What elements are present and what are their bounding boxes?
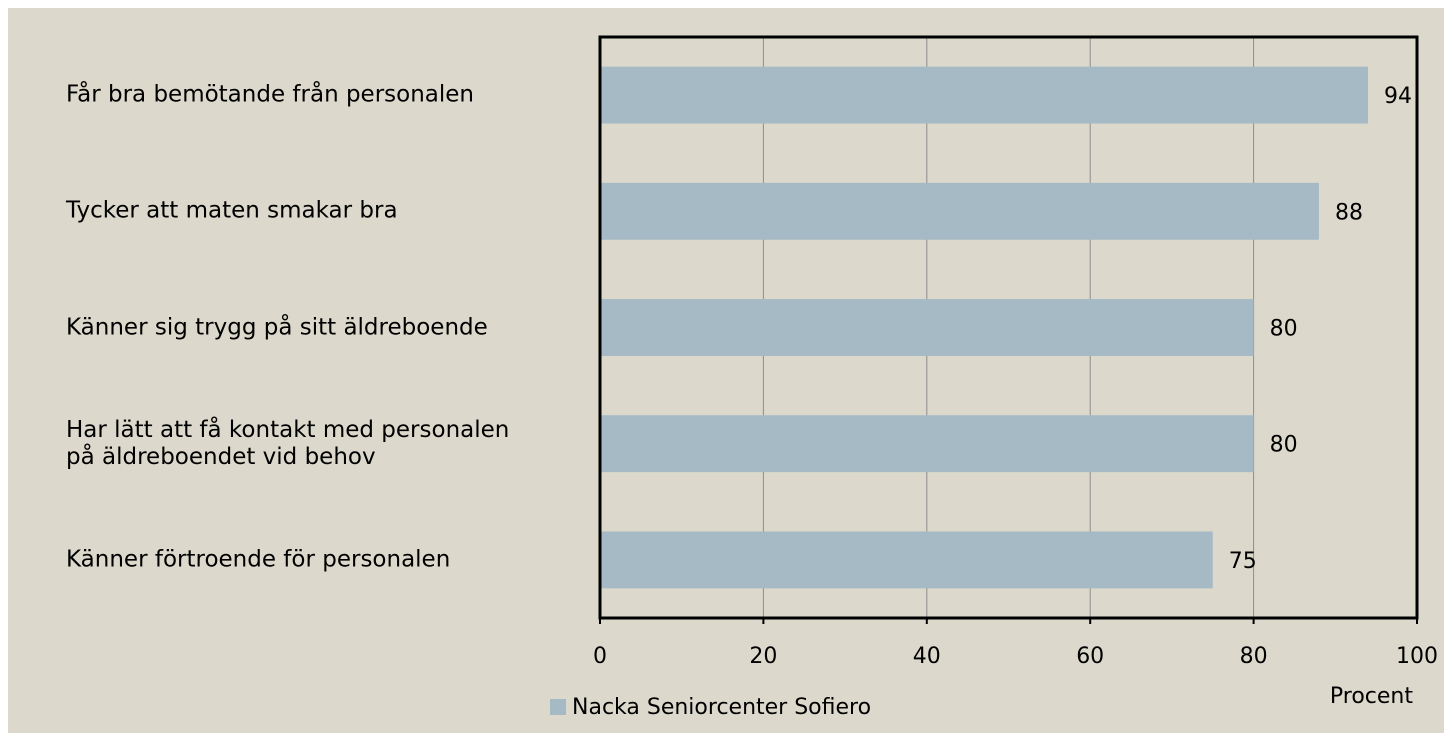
y-tick-label: Känner sig trygg på sitt äldreboende <box>66 314 488 340</box>
bar <box>600 299 1254 356</box>
y-tick-label: Har lätt att få kontakt med personalen p… <box>66 416 510 470</box>
bar <box>600 182 1319 240</box>
x-tick-label: 0 <box>593 644 607 669</box>
legend-label: Nacka Seniorcenter Sofiero <box>572 695 871 720</box>
x-tick-label: 80 <box>1240 644 1268 669</box>
bar <box>600 66 1368 124</box>
x-axis-label: Procent <box>1330 684 1413 709</box>
y-tick-label: Tycker att maten smakar bra <box>66 197 398 224</box>
data-label: 75 <box>1229 549 1257 574</box>
background <box>8 8 1444 733</box>
x-tick-label: 40 <box>913 644 941 669</box>
bar <box>600 415 1254 473</box>
x-tick-label: 100 <box>1396 644 1438 669</box>
x-tick-label: 60 <box>1076 644 1104 669</box>
legend-swatch <box>550 699 566 715</box>
y-tick-label: Känner förtroende för personalen <box>66 546 451 573</box>
x-tick-label: 20 <box>749 644 777 669</box>
data-label: 80 <box>1270 433 1298 458</box>
bar <box>600 531 1213 589</box>
data-label: 80 <box>1270 317 1298 342</box>
plot-frame <box>598 35 1419 620</box>
data-label: 88 <box>1335 200 1363 225</box>
y-tick-label: Får bra bemötande från personalen <box>66 81 475 108</box>
data-label: 94 <box>1384 84 1412 109</box>
